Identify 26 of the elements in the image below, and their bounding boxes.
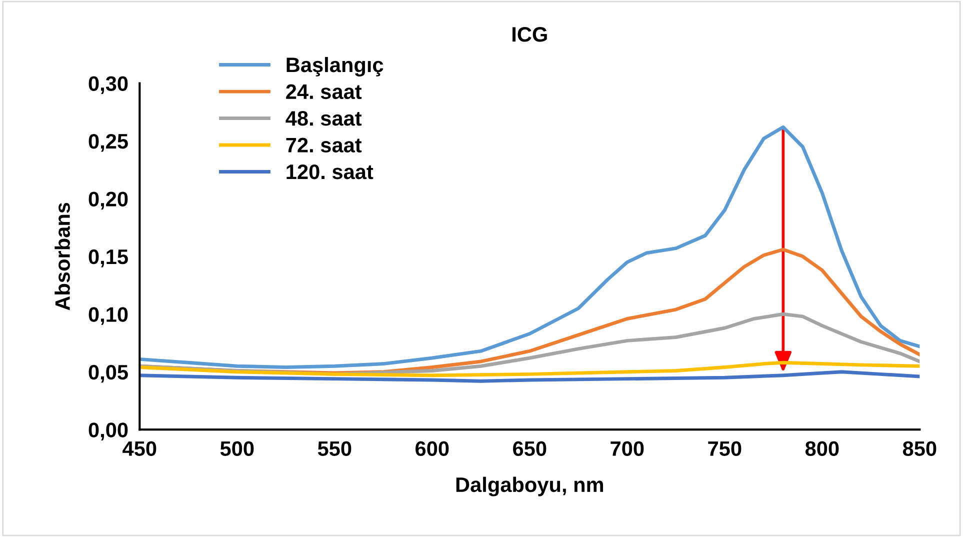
line-series	[140, 370, 920, 383]
legend-label: 120. saat	[286, 164, 374, 180]
legend-label: 24. saat	[286, 84, 362, 100]
x-axis-title: Dalgaboyu, nm	[456, 476, 604, 496]
x-tick-label: 850	[902, 441, 936, 456]
x-tick-label: 700	[610, 441, 644, 456]
x-tick-label: 450	[122, 441, 156, 456]
chart-title: ICG	[512, 27, 547, 42]
y-tick-label: 0,25	[88, 134, 128, 152]
line-series	[140, 125, 920, 369]
y-tick-label: 0,30	[88, 76, 128, 94]
y-tick-label: 0,15	[88, 249, 128, 268]
y-tick-label: 0,05	[88, 364, 128, 383]
x-tick-label: 600	[416, 441, 449, 456]
y-tick-label: 0,10	[88, 307, 128, 325]
y-axis-title: Absorbans	[54, 202, 70, 310]
legend-label: 72. saat	[286, 138, 362, 152]
legend-label: 48. saat	[286, 111, 362, 126]
x-tick-label: 750	[708, 441, 742, 456]
x-tick-label: 500	[220, 441, 254, 456]
y-tick-label: 0,00	[88, 422, 128, 440]
legend-label: Başlangıç	[286, 56, 384, 76]
x-tick-label: 550	[318, 441, 352, 456]
y-tick-label: 0,20	[88, 192, 128, 210]
x-tick-label: 650	[513, 441, 546, 456]
x-tick-label: 800	[805, 441, 839, 456]
